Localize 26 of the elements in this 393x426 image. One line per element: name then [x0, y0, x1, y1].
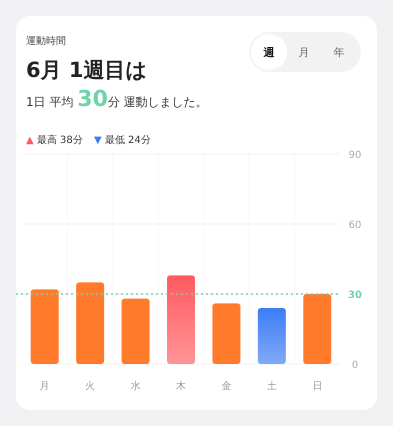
text: ▲ 最高 38分 — [26, 134, 83, 146]
text: 月 — [298, 46, 310, 59]
x-tick-label: 金 — [221, 380, 232, 392]
text: 週 — [262, 46, 276, 59]
bar — [76, 282, 104, 364]
y-tick-label: 90 — [348, 150, 362, 161]
x-tick-label: 火 — [85, 380, 96, 392]
x-tick-label: 木 — [176, 380, 186, 392]
bar — [212, 303, 240, 364]
x-tick-label: 月 — [40, 381, 50, 392]
text: 運動時間 — [26, 35, 66, 47]
x-tick-label: 水 — [130, 380, 141, 392]
y-tick-label: 60 — [348, 220, 362, 231]
chart-title: 6月 1週目は — [26, 58, 148, 82]
text: ▼ 最低 24分 — [94, 134, 151, 146]
bar — [258, 308, 286, 364]
bar — [122, 298, 150, 364]
bar — [30, 289, 59, 364]
chart-subtitle: 1日 平均 30分 運動しました。 — [26, 87, 208, 112]
y-tick-label: 30 — [348, 290, 362, 301]
bar — [303, 294, 332, 364]
bar — [167, 275, 195, 364]
x-tick-label: 日 — [312, 381, 322, 392]
y-tick-label: 0 — [352, 360, 358, 371]
x-tick-label: 土 — [266, 380, 277, 392]
text: 年 — [334, 46, 344, 59]
